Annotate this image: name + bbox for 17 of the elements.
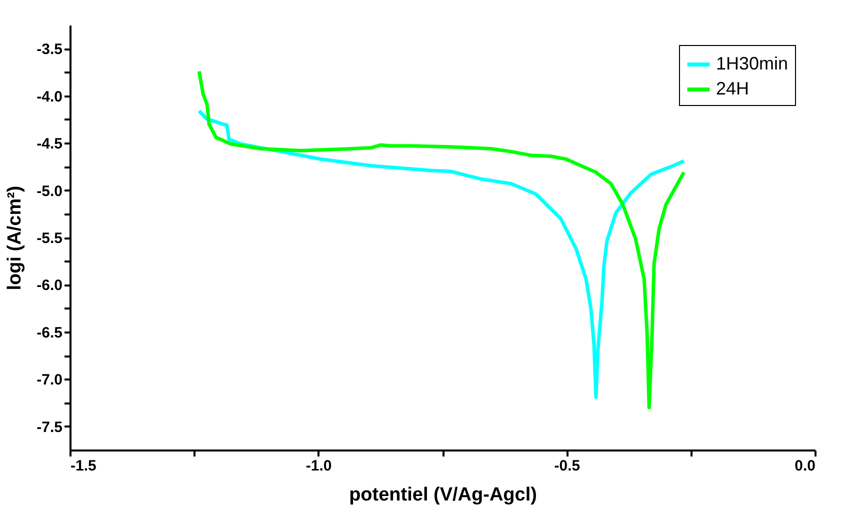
y-tick-label: -7.5: [36, 418, 62, 436]
y-axis-title: logi (A/cm²): [4, 186, 26, 290]
legend-label: 1H30min: [716, 54, 788, 74]
y-tick-label: -3.5: [36, 41, 62, 58]
x-tick-label: 0.0: [794, 458, 816, 474]
y-tick-label: -6.5: [36, 324, 62, 342]
y-tick-label: -7.0: [36, 372, 62, 389]
x-tick-label: -1.5: [70, 458, 96, 474]
x-axis-title: potentiel (V/Ag-Agcl): [349, 484, 537, 506]
y-tick-label: -6.0: [36, 277, 62, 294]
x-tick-label: -1.0: [306, 458, 332, 474]
y-tick-label: -5.5: [36, 230, 62, 247]
y-tick-label: -4.5: [36, 136, 62, 153]
legend-label: 24H: [716, 78, 750, 98]
y-tick-label: -4.0: [36, 88, 62, 106]
x-tick-label: -0.5: [554, 458, 580, 474]
y-tick-label: -5.0: [36, 182, 62, 200]
